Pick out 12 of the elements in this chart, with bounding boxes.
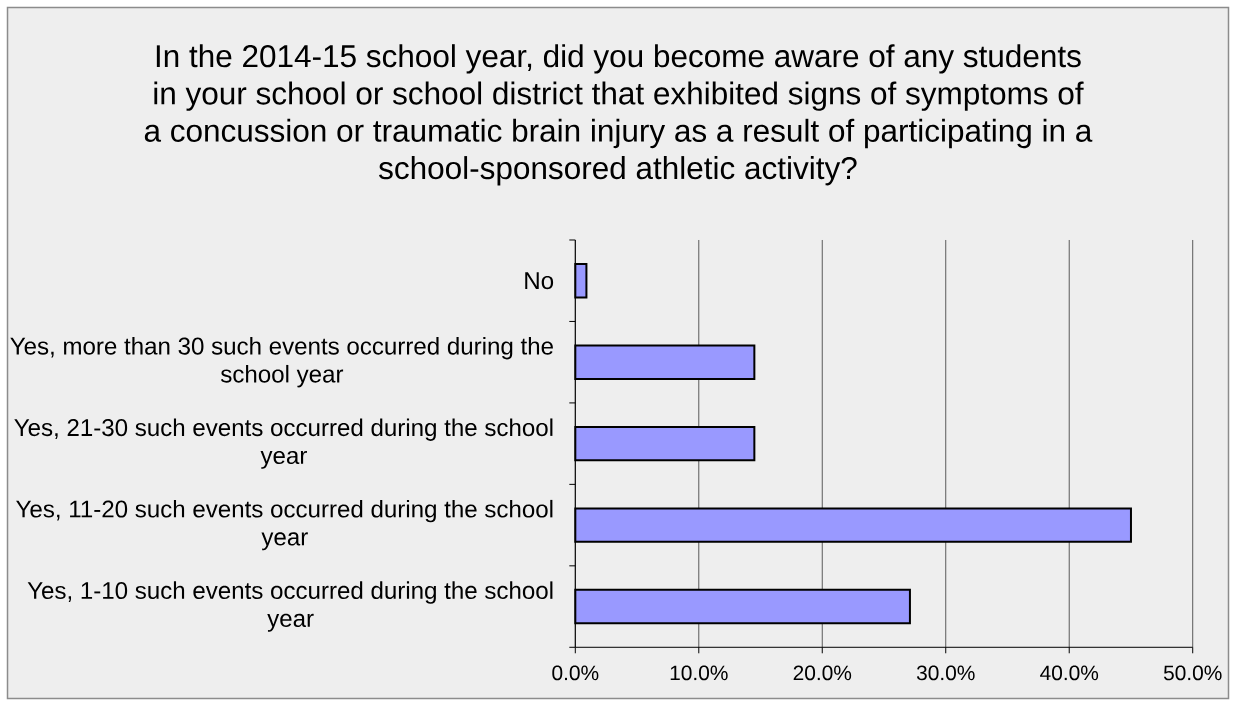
x-tick-label: 10.0% [670,665,728,681]
x-tick-label: 0.0% [552,665,599,681]
chart-title: In the 2014-15 school year, did you become aware of any students in your school or school district that exhibited signs of symptoms of a concussion or traumatic brain injury as a result of participating in a school-sponsored athletic activity? [144,44,1093,186]
x-tick-label: 50.0% [1163,665,1222,681]
x-tick-label: 40.0% [1040,665,1099,681]
y-tick-label: No [525,272,554,290]
x-tick-label: 20.0% [793,665,852,681]
y-tick-label: Yes, 1-10 such events occurred during the school year [27,581,553,632]
y-tick-label: Yes, 11-20 such events occurred during the school year [16,499,553,551]
y-tick-label: Yes, more than 30 such events occurred during the school year [10,336,553,388]
y-tick-label: Yes, 21-30 such events occurred during the school year [14,418,553,469]
x-tick-label: 30.0% [916,665,975,681]
